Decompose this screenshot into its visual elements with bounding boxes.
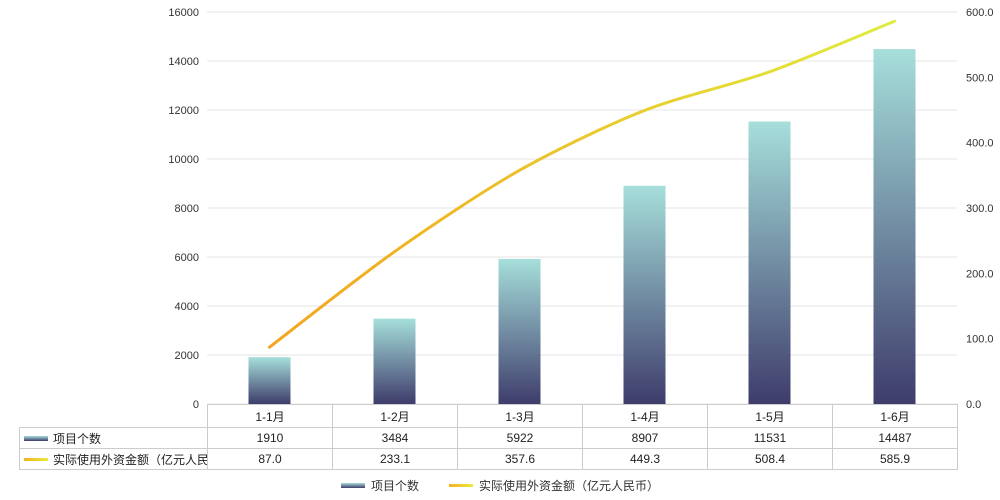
- category-cell: 1-6月: [832, 404, 958, 428]
- table-row-amount: 实际使用外资金额（亿元人民币） 87.0 233.1 357.6 449.3 5…: [19, 448, 958, 470]
- y-axis-right-tick-label: 400.0: [966, 138, 994, 150]
- legend-item-projects[interactable]: 项目个数: [340, 477, 419, 494]
- line-series-swatch-icon: [449, 483, 473, 487]
- bar: [373, 318, 416, 404]
- value-cell: 357.6: [457, 448, 583, 470]
- category-cell: 1-1月: [207, 404, 333, 428]
- row-label-text: 实际使用外资金额（亿元人民币）: [53, 452, 208, 467]
- table-row-categories: 1-1月 1-2月 1-3月 1-4月 1-5月 1-6月: [20, 404, 958, 428]
- y-axis-left-tick-label: 14000: [168, 56, 199, 68]
- value-cell: 585.9: [832, 448, 958, 470]
- value-cell: 5922: [457, 427, 583, 449]
- y-axis-left-tick-label: 6000: [175, 252, 199, 264]
- chart-legend: 项目个数 实际使用外资金额（亿元人民币）: [0, 476, 1000, 494]
- value-cell: 233.1: [332, 448, 458, 470]
- y-axis-right-tick-label: 500.0: [966, 72, 994, 84]
- value-cell: 3484: [332, 427, 458, 449]
- y-axis-right-tick-label: 600.0: [966, 7, 994, 19]
- value-cell: 87.0: [207, 448, 333, 470]
- legend-label: 项目个数: [370, 478, 419, 493]
- y-axis-left-tick-label: 10000: [168, 154, 199, 166]
- bar: [248, 357, 291, 404]
- bar-series-swatch-icon: [24, 435, 48, 441]
- y-axis-right-tick-label: 200.0: [966, 268, 994, 280]
- y-axis-right-tick-label: 0.0: [966, 399, 981, 411]
- y-axis-right-tick-label: 300.0: [966, 203, 994, 215]
- line-series-path: [268, 19, 896, 349]
- y-axis-right-tick-label: 100.0: [966, 334, 994, 346]
- category-cell: 1-5月: [707, 404, 833, 428]
- y-axis-left-tick-label: 12000: [168, 105, 199, 117]
- data-table: 1-1月 1-2月 1-3月 1-4月 1-5月 1-6月 项目个数 1910 …: [19, 404, 958, 470]
- bar: [623, 185, 666, 404]
- y-axis-left-tick-label: 0: [193, 399, 199, 411]
- bar: [748, 121, 791, 404]
- row-label-projects: 项目个数: [19, 427, 208, 449]
- row-label-text: 项目个数: [53, 431, 102, 446]
- table-corner-cell: [20, 405, 208, 428]
- combo-chart: 0 2000 4000 6000 8000 10000 12000 14000 16000 0.0…: [168, 7, 994, 411]
- value-cell: 8907: [582, 427, 708, 449]
- table-row-projects: 项目个数 1910 3484 5922 8907 11531 14487: [19, 427, 958, 449]
- value-cell: 14487: [832, 427, 958, 449]
- y-axis-left-tick-label: 2000: [175, 350, 199, 362]
- category-cell: 1-4月: [582, 404, 708, 428]
- value-cell: 508.4: [707, 448, 833, 470]
- bar: [498, 258, 541, 404]
- line-series-swatch-icon: [24, 457, 48, 461]
- y-axis-left-tick-label: 4000: [175, 301, 199, 313]
- y-axis-left-tick-label: 16000: [168, 7, 199, 19]
- category-cell: 1-3月: [457, 404, 583, 428]
- row-label-amount: 实际使用外资金额（亿元人民币）: [19, 448, 208, 470]
- y-axis-left-tick-label: 8000: [175, 203, 199, 215]
- legend-label: 实际使用外资金额（亿元人民币）: [479, 478, 660, 493]
- bar-series-swatch-icon: [340, 482, 365, 488]
- value-cell: 11531: [707, 427, 833, 449]
- value-cell: 1910: [207, 427, 333, 449]
- bar: [873, 49, 916, 404]
- category-cell: 1-2月: [332, 404, 458, 428]
- legend-item-amount[interactable]: 实际使用外资金额（亿元人民币）: [449, 477, 659, 494]
- value-cell: 449.3: [582, 448, 708, 470]
